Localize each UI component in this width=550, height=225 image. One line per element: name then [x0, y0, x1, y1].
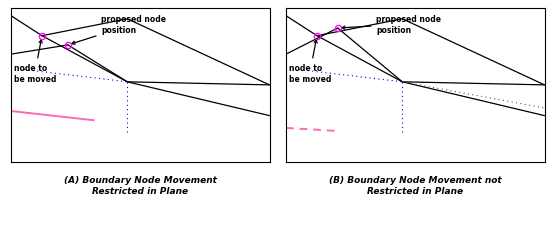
Text: (B) Boundary Node Movement not
Restricted in Plane: (B) Boundary Node Movement not Restricte… [329, 176, 502, 195]
Text: proposed node
position: proposed node position [72, 15, 167, 45]
Text: proposed node
position: proposed node position [342, 15, 442, 34]
Text: (A) Boundary Node Movement
Restricted in Plane: (A) Boundary Node Movement Restricted in… [64, 176, 217, 195]
Text: node to
be moved: node to be moved [14, 41, 56, 83]
Text: node to
be moved: node to be moved [289, 41, 331, 83]
